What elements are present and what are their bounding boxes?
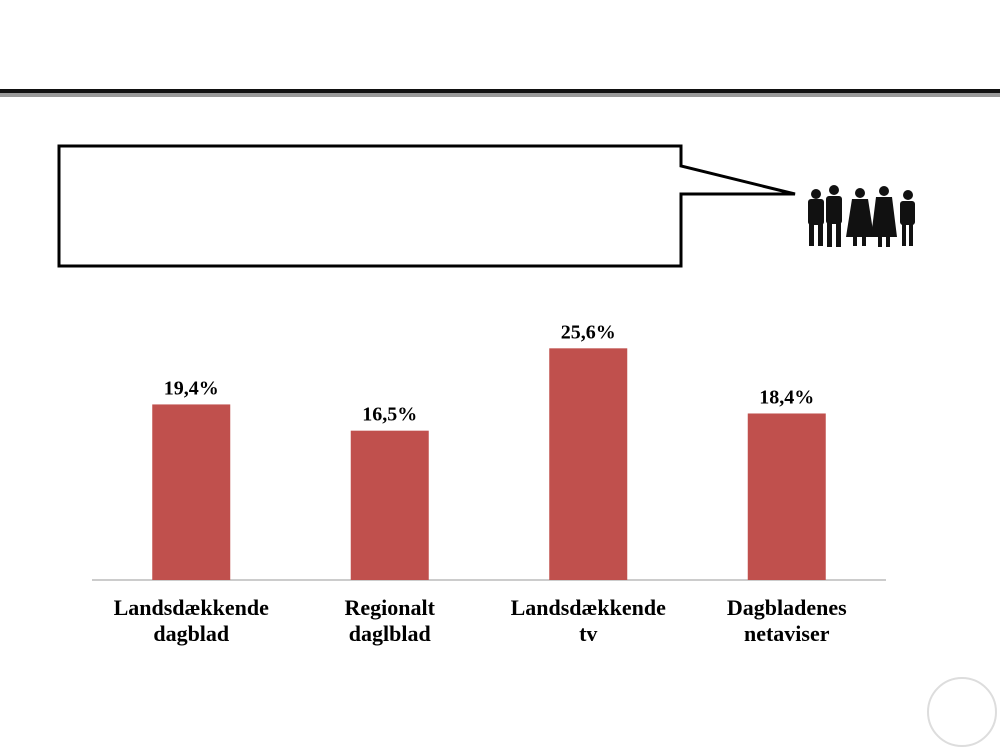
x-tick-label: Landsdækkende tv [510, 595, 666, 646]
header-rule-shadow [0, 93, 1000, 97]
value-label: 18,4% [759, 386, 814, 408]
x-tick-label: Dagbladenes netaviser [726, 595, 847, 646]
speech-bubble [57, 144, 796, 268]
x-tick-label: Regionalt daglblad [344, 595, 435, 646]
header-rule [0, 89, 1000, 93]
bar [350, 430, 429, 580]
bar [152, 404, 231, 580]
bar [747, 413, 826, 580]
people-icon [808, 185, 915, 247]
x-tick-label: Landsdækkende dagblad [113, 595, 269, 646]
value-label: 16,5% [362, 404, 417, 426]
logo [927, 677, 997, 747]
value-label: 25,6% [561, 321, 616, 343]
bar [549, 348, 628, 580]
value-label: 19,4% [164, 377, 219, 399]
